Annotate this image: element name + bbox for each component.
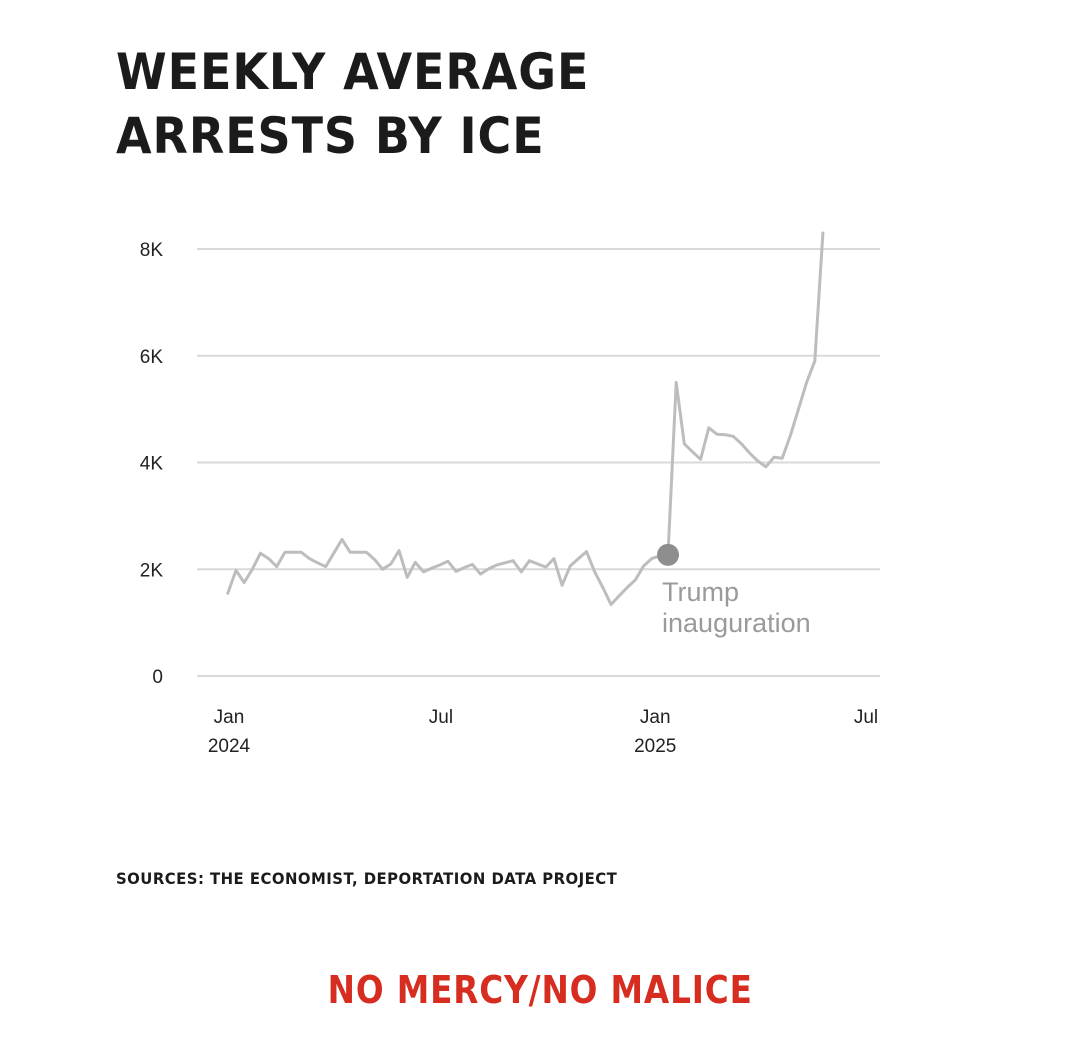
- line-chart: 0 2K 4K 6K 8K Jan 2024 Jul Jan 2025 Jul Trumpinau…: [140, 231, 880, 757]
- x-tick-label: 2025: [634, 736, 676, 757]
- x-tick-label: Jan: [214, 707, 245, 728]
- y-tick-label: 6K: [140, 347, 164, 368]
- page-title: WEEKLY AVERAGE ARRESTS BY ICE: [116, 40, 760, 168]
- y-tick-label: 8K: [140, 240, 164, 261]
- sources-note: SOURCES: THE ECONOMIST, DEPORTATION DATA…: [116, 869, 618, 888]
- x-axis-ticks: Jan 2024 Jul Jan 2025 Jul: [208, 707, 878, 757]
- x-tick-label: Jul: [429, 707, 453, 728]
- series-line: [226, 231, 825, 606]
- annotation-marker: [657, 543, 680, 566]
- y-tick-label: 2K: [140, 560, 164, 581]
- brand-text: NO MERCY/NO MALICE: [327, 968, 753, 1012]
- title-line-2: ARRESTS BY ICE: [116, 107, 545, 165]
- title-line-1: WEEKLY AVERAGE: [116, 43, 590, 101]
- y-tick-label: 4K: [140, 454, 164, 475]
- y-tick-label: 0: [152, 667, 163, 688]
- brand-logo: NO MERCY/NO MALICE: [0, 968, 1080, 1012]
- x-tick-label: Jul: [854, 707, 878, 728]
- series-layer: [226, 231, 825, 606]
- y-axis-ticks: 0 2K 4K 6K 8K: [140, 240, 164, 688]
- grid-lines: [197, 248, 880, 677]
- x-tick-label: Jan: [640, 707, 671, 728]
- annotation-label: inauguration: [662, 608, 811, 638]
- x-tick-label: 2024: [208, 736, 251, 757]
- annotation-label: Trump: [662, 577, 739, 607]
